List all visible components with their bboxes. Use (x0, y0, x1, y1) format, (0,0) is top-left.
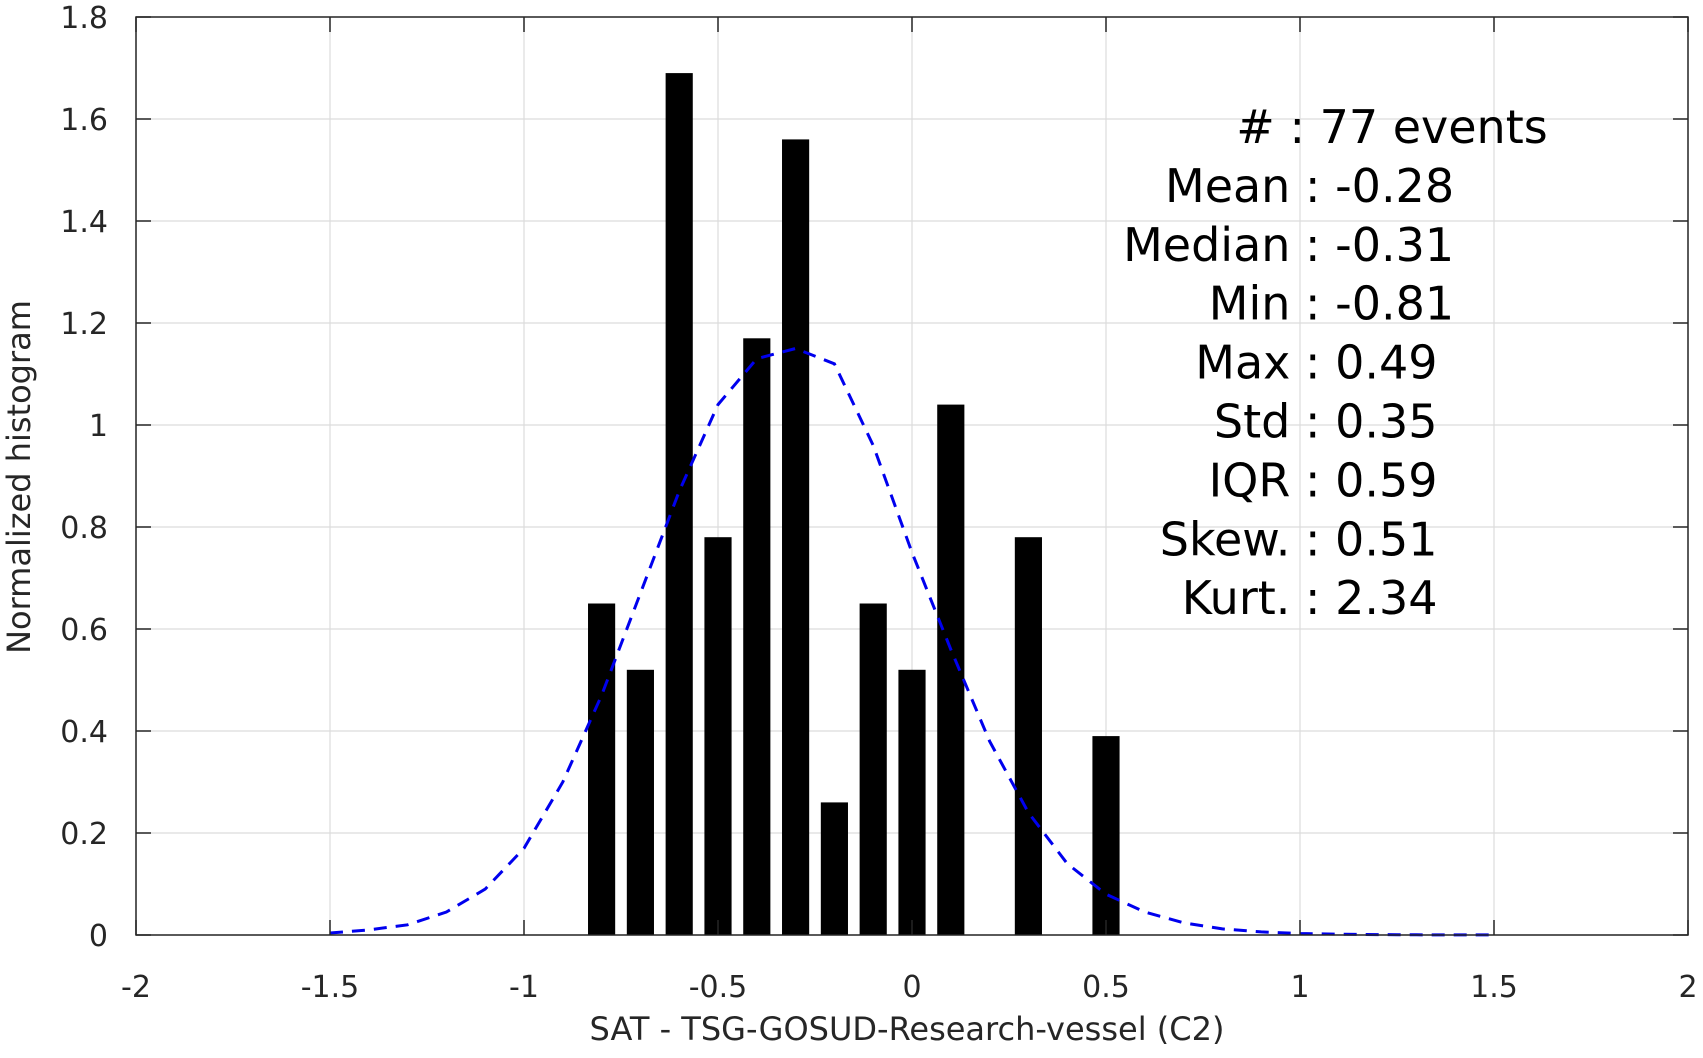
y-tick-label: 1.6 (60, 103, 108, 138)
histogram-bar (820, 802, 848, 935)
y-tick-label: 1.8 (60, 1, 108, 36)
histogram-bar (704, 537, 732, 935)
x-tick-label: 2 (1678, 970, 1697, 1005)
stat-line: Skew. : 0.51 (1160, 512, 1438, 566)
x-tick-labels: -2 -1.5 -1 -0.5 0 0.5 1 1.5 2 (121, 970, 1698, 1005)
stat-line: Median : -0.31 (1123, 218, 1454, 272)
y-tick-label: 1.2 (60, 307, 108, 342)
y-tick-label: 1.4 (60, 205, 108, 240)
bars-layer (588, 73, 1120, 936)
histogram-bar (626, 669, 654, 935)
y-tick-labels: 0 0.2 0.4 0.6 0.8 1 1.2 1.4 1.6 1.8 (60, 1, 108, 954)
histogram-bar (743, 338, 771, 935)
y-tick-label: 0.4 (60, 715, 108, 750)
stat-line: IQR : 0.59 (1209, 453, 1438, 507)
histogram-bar (782, 139, 810, 935)
x-tick-label: -0.5 (689, 970, 748, 1005)
y-axis-label: Normalized histogram (0, 300, 38, 654)
histogram-bar (1092, 736, 1120, 935)
stat-line: Mean : -0.28 (1165, 159, 1454, 213)
stat-line: Std : 0.35 (1214, 395, 1438, 449)
y-tick-label: 0 (89, 919, 108, 954)
histogram-bar (665, 73, 693, 936)
histogram-bar (588, 603, 616, 935)
x-axis-label: SAT - TSG-GOSUD-Research-vessel (C2) (590, 1010, 1225, 1048)
stat-line: Kurt. : 2.34 (1182, 571, 1438, 625)
x-tick-label: -1 (509, 970, 539, 1005)
histogram-bar (898, 669, 926, 935)
x-tick-label: 1.5 (1470, 970, 1518, 1005)
x-tick-label: -2 (121, 970, 151, 1005)
y-tick-label: 0.6 (60, 613, 108, 648)
y-tick-label: 0.8 (60, 511, 108, 546)
x-tick-label: -1.5 (301, 970, 360, 1005)
stat-line: Min : -0.81 (1209, 277, 1454, 331)
ticks-layer (135, 16, 1689, 936)
x-tick-label: 0 (902, 970, 921, 1005)
y-tick-label: 1 (89, 409, 108, 444)
y-tick-label: 0.2 (60, 817, 108, 852)
stat-line: Max : 0.49 (1195, 336, 1437, 390)
x-tick-label: 1 (1290, 970, 1309, 1005)
histogram-bar (859, 603, 887, 935)
stat-line: # : 77 events (1236, 100, 1547, 154)
x-tick-label: 0.5 (1082, 970, 1130, 1005)
histogram-bar (1014, 537, 1042, 935)
